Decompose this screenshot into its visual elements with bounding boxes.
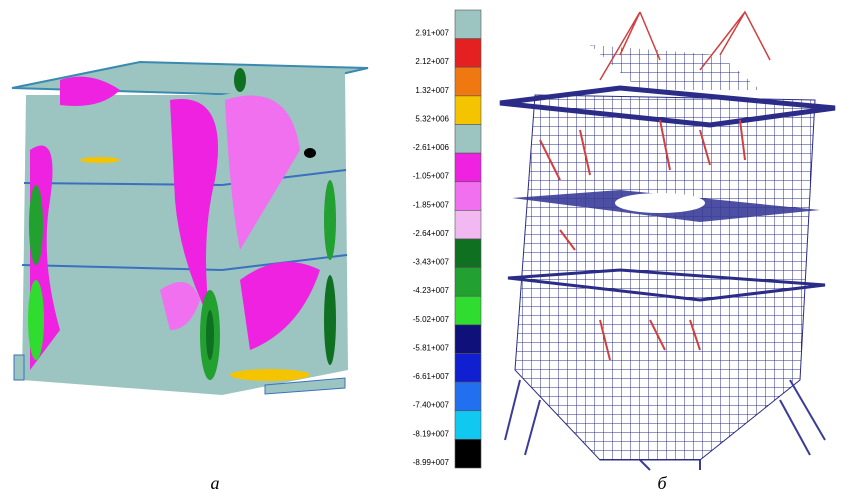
legend-swatch [455, 210, 481, 239]
contour-image [12, 62, 368, 395]
caption: б [657, 473, 667, 493]
legend-label: -6.61+007 [413, 372, 450, 381]
legend-swatch [455, 439, 481, 468]
legend-swatch [455, 411, 481, 440]
legend-label: 5.32+006 [415, 114, 449, 123]
legend-label: -1.85+007 [413, 200, 450, 209]
legend-swatch [455, 125, 481, 154]
legend-swatch [455, 10, 481, 39]
legend-swatch [455, 239, 481, 268]
legend-label: -8.99+007 [413, 458, 450, 467]
legend-swatch [455, 153, 481, 182]
page: 2.91+007 2.12+007 1.32+007 5.32+006 -2.61+00… [0, 0, 852, 498]
caption: а [211, 473, 220, 493]
legend-swatch [455, 96, 481, 125]
legend-swatch [455, 296, 481, 325]
legend-label: -1.05+007 [413, 172, 450, 181]
legend-label: -5.81+007 [413, 343, 450, 352]
legend-label: -4.23+007 [413, 286, 450, 295]
legend-label: -2.64+007 [413, 229, 450, 238]
mesh-image [500, 12, 835, 470]
legend-swatch [455, 182, 481, 211]
legend-label: 2.91+007 [415, 29, 449, 38]
legend-label: 1.32+007 [415, 86, 449, 95]
legend-swatch [455, 382, 481, 411]
legend-swatch [455, 325, 481, 354]
legend-label: 2.12+007 [415, 57, 449, 66]
legend-label: -2.61+006 [413, 143, 450, 152]
legend-swatch [455, 268, 481, 297]
figure: 2.91+007 2.12+007 1.32+007 5.32+006 -2.61+00… [0, 0, 852, 498]
color-legend: 2.91+007 2.12+007 1.32+007 5.32+006 -2.61+00… [413, 10, 481, 468]
legend-swatch [455, 67, 481, 96]
legend-swatch [455, 39, 481, 68]
legend-label: -5.02+007 [413, 315, 450, 324]
legend-label: -8.19+007 [413, 429, 450, 438]
legend-label: -7.40+007 [413, 401, 450, 410]
legend-swatch [455, 354, 481, 383]
legend-label: -3.43+007 [413, 258, 450, 267]
